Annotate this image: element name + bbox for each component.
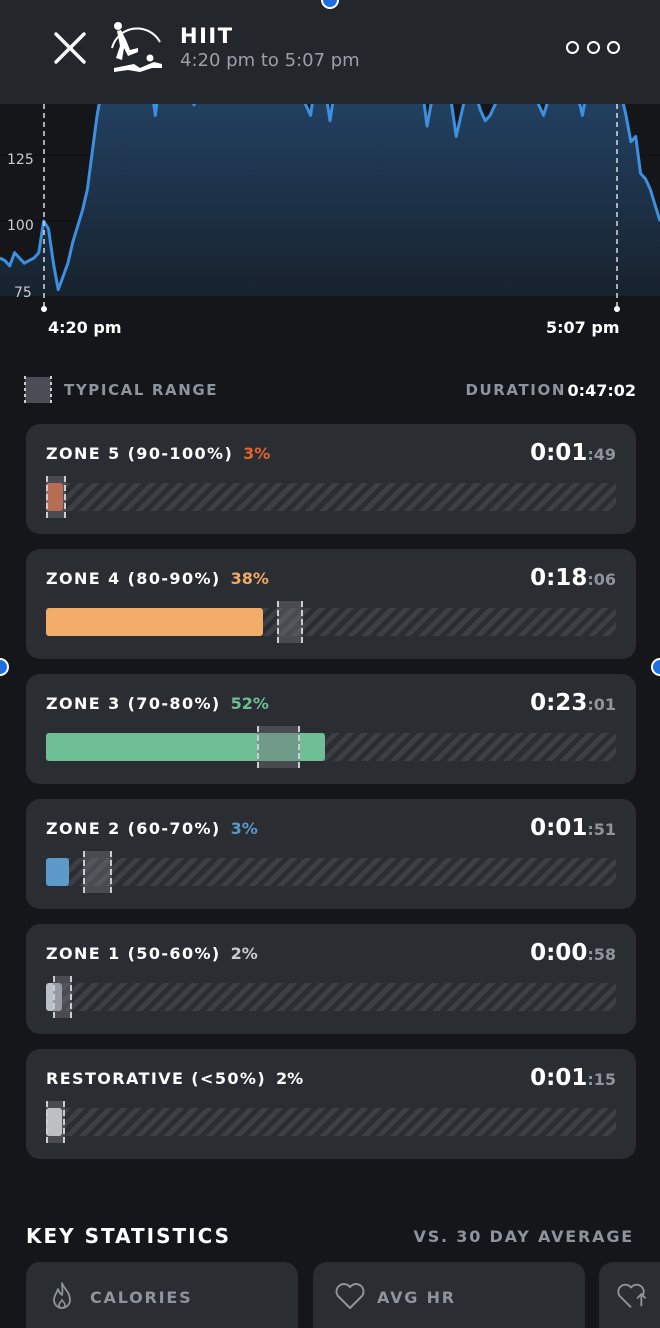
- selection-handle-left[interactable]: [0, 658, 9, 676]
- zone-time-main: 0:01: [530, 440, 588, 466]
- typical-range-marker: [83, 851, 112, 893]
- workout-time-range: 4:20 pm to 5:07 pm: [180, 50, 360, 71]
- y-tick-label: 100: [7, 218, 34, 234]
- zone-card-2[interactable]: ZONE 2 (60-70%) 3% 0:01:51: [26, 799, 636, 909]
- key-statistics-title: KEY STATISTICS: [26, 1224, 232, 1248]
- more-options-icon: [586, 40, 600, 54]
- calories-stat-card[interactable]: CALORIES: [26, 1262, 298, 1328]
- zone-bar-fill: [46, 858, 69, 886]
- typical-range-marker: [46, 1101, 65, 1143]
- zone-name: ZONE 5 (90-100%) 3%: [46, 444, 270, 463]
- zone-bar-track: [46, 851, 616, 893]
- stat-label: AVG HR: [377, 1288, 456, 1307]
- typical-range-marker: [257, 726, 300, 768]
- zone-percent: 52%: [230, 694, 269, 713]
- zone-card-1[interactable]: ZONE 1 (50-60%) 2% 0:00:58: [26, 924, 636, 1034]
- close-button[interactable]: [50, 28, 90, 68]
- zone-percent: 38%: [230, 569, 269, 588]
- comparison-period-label: VS. 30 DAY AVERAGE: [413, 1227, 634, 1246]
- typical-range-label: TYPICAL RANGE: [64, 381, 219, 399]
- start-marker-dot: [41, 306, 47, 312]
- heart-rate-chart-svg: 125 100 75: [0, 96, 660, 312]
- zone-time: 0:01:51: [530, 815, 616, 841]
- more-options-icon: [607, 40, 620, 54]
- y-tick-label: 125: [7, 152, 34, 168]
- typical-range-marker: [277, 601, 303, 643]
- heart-rate-area: [0, 96, 660, 296]
- zone-name: RESTORATIVE (<50%) 2%: [46, 1069, 303, 1088]
- zone-bar-track: [46, 476, 616, 518]
- heart-rate-chart: 125 100 75 4:20 pm 5:07 pm: [0, 96, 660, 356]
- typical-range-marker: [46, 476, 66, 518]
- zone-label: ZONE 2 (60-70%): [46, 819, 221, 838]
- typical-range-marker: [53, 976, 72, 1018]
- zone-bar-fill: [46, 1108, 62, 1136]
- end-marker-dot: [614, 306, 620, 312]
- zone-time: 0:23:01: [530, 690, 616, 716]
- zone-time: 0:00:58: [530, 940, 616, 966]
- typical-range-legend-icon: [24, 376, 52, 404]
- zone-time: 0:18:06: [530, 565, 616, 591]
- zone-time-main: 0:01: [530, 815, 588, 841]
- zone-name: ZONE 3 (70-80%) 52%: [46, 694, 269, 713]
- hiit-activity-icon: [111, 22, 162, 72]
- zone-name: ZONE 1 (50-60%) 2%: [46, 944, 258, 963]
- zone-time-main: 0:18: [530, 565, 588, 591]
- zone-time-seconds: :01: [587, 695, 616, 714]
- heart-arrow-icon: [617, 1283, 647, 1308]
- heart-icon: [335, 1283, 365, 1309]
- zone-name: ZONE 2 (60-70%) 3%: [46, 819, 258, 838]
- flame-icon: [53, 1282, 71, 1309]
- zone-bar-track: [46, 601, 616, 643]
- workout-header: HIIT 4:20 pm to 5:07 pm: [0, 0, 660, 104]
- close-icon: [54, 32, 86, 64]
- zone-time: 0:01:15: [530, 1065, 616, 1091]
- workout-title: HIIT: [180, 24, 234, 48]
- zone-time-main: 0:23: [530, 690, 588, 716]
- zone-time-seconds: :49: [587, 445, 616, 464]
- chart-end-time: 5:07 pm: [546, 318, 620, 337]
- zone-time-seconds: :06: [587, 570, 616, 589]
- zone-bar-track: [46, 1101, 616, 1143]
- zone-card-restorative[interactable]: RESTORATIVE (<50%) 2% 0:01:15: [26, 1049, 636, 1159]
- zone-bar-fill: [46, 483, 63, 511]
- zone-percent: 2%: [230, 944, 258, 963]
- zone-time-main: 0:01: [530, 1065, 588, 1091]
- more-options-button[interactable]: [566, 38, 620, 56]
- zone-percent: 2%: [276, 1069, 304, 1088]
- zone-label: ZONE 4 (80-90%): [46, 569, 221, 588]
- avg-hr-stat-card[interactable]: AVG HR: [313, 1262, 585, 1328]
- zone-time: 0:01:49: [530, 440, 616, 466]
- zone-card-5[interactable]: ZONE 5 (90-100%) 3% 0:01:49: [26, 424, 636, 534]
- zone-time-seconds: :15: [587, 1070, 616, 1089]
- zone-card-4[interactable]: ZONE 4 (80-90%) 38% 0:18:06: [26, 549, 636, 659]
- zone-label: ZONE 3 (70-80%): [46, 694, 221, 713]
- zone-percent: 3%: [230, 819, 258, 838]
- zone-percent: 3%: [243, 444, 271, 463]
- duration-label: DURATION: [465, 381, 566, 399]
- duration-value: 0:47:02: [567, 381, 636, 400]
- zone-time-seconds: :58: [587, 945, 616, 964]
- chart-start-time: 4:20 pm: [48, 318, 122, 337]
- more-options-icon: [566, 40, 579, 54]
- stat-label: CALORIES: [90, 1288, 193, 1307]
- zone-bar-track: [46, 726, 616, 768]
- zone-time-main: 0:00: [530, 940, 588, 966]
- selection-handle-right[interactable]: [651, 658, 660, 676]
- next-stat-card[interactable]: [599, 1262, 660, 1328]
- zone-bar-fill: [46, 608, 263, 636]
- zone-label: ZONE 1 (50-60%): [46, 944, 221, 963]
- zone-time-seconds: :51: [587, 820, 616, 839]
- zone-bar-fill: [46, 733, 325, 761]
- zone-card-3[interactable]: ZONE 3 (70-80%) 52% 0:23:01: [26, 674, 636, 784]
- zone-bar-track: [46, 976, 616, 1018]
- zone-name: ZONE 4 (80-90%) 38%: [46, 569, 269, 588]
- zone-label: RESTORATIVE (<50%): [46, 1069, 267, 1088]
- zone-label: ZONE 5 (90-100%): [46, 444, 234, 463]
- y-tick-label: 75: [14, 285, 32, 301]
